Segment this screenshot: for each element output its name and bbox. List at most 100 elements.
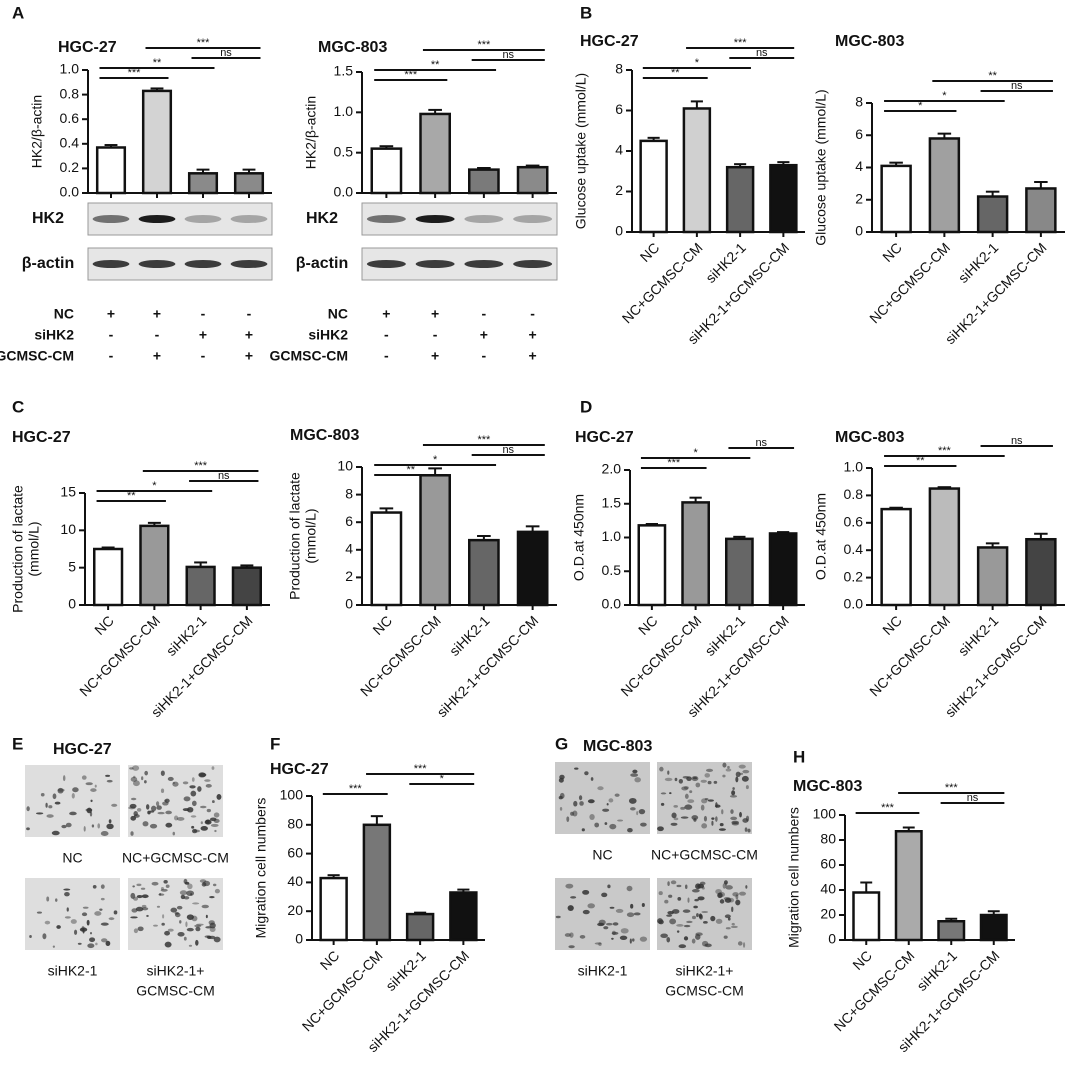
y-tick-label: 1.0	[844, 459, 864, 475]
cell	[584, 771, 589, 776]
bar	[682, 107, 712, 234]
cell	[51, 830, 60, 836]
y-tick-label: 1.0	[334, 103, 354, 119]
cell	[680, 806, 686, 810]
cell	[157, 811, 165, 815]
cell	[559, 806, 563, 811]
cell	[730, 925, 738, 929]
micrograph	[25, 765, 120, 837]
cell	[100, 897, 105, 901]
cell	[170, 907, 178, 913]
cell	[707, 780, 712, 785]
bar	[93, 547, 124, 607]
bar	[468, 538, 500, 607]
cell	[141, 894, 149, 899]
cell	[715, 918, 723, 924]
cell	[603, 926, 609, 930]
blot-band	[92, 215, 130, 223]
cell	[715, 816, 718, 822]
cell	[615, 908, 624, 913]
cell	[582, 909, 590, 915]
cell	[667, 911, 675, 915]
cell	[205, 914, 208, 919]
cell	[72, 787, 79, 793]
panel-label: H	[793, 747, 805, 766]
bar	[516, 530, 549, 607]
cell	[182, 808, 190, 812]
cell	[693, 905, 698, 909]
cell	[54, 801, 61, 805]
cell	[742, 942, 746, 948]
blot-label: HK2	[32, 210, 64, 227]
cell	[579, 934, 586, 939]
y-tick-label: 1.0	[602, 528, 622, 544]
cell	[724, 914, 731, 919]
cell	[164, 930, 170, 936]
cell	[191, 800, 197, 807]
blot-band	[138, 260, 176, 268]
cell	[174, 912, 181, 918]
blot-band	[513, 215, 553, 223]
cell	[156, 805, 162, 810]
cell	[105, 774, 111, 777]
bar	[187, 172, 219, 195]
cell	[90, 788, 97, 792]
bar	[231, 566, 262, 607]
cell	[614, 793, 620, 797]
cell	[65, 822, 72, 828]
cell	[701, 910, 709, 913]
significance-label: ns	[1011, 80, 1023, 92]
y-tick-label: 0	[295, 931, 303, 947]
cell	[682, 909, 691, 913]
cell	[707, 799, 714, 802]
cell	[105, 940, 111, 947]
cell	[136, 883, 142, 887]
significance-label: ns	[756, 47, 768, 59]
cell	[639, 936, 648, 942]
panel-label: C	[12, 397, 24, 416]
cell	[35, 812, 44, 815]
y-tick-label: 8	[345, 485, 353, 501]
cell	[698, 913, 703, 919]
blot-band	[230, 215, 268, 223]
cell	[82, 906, 89, 909]
cell	[667, 881, 670, 886]
cell	[89, 931, 93, 935]
cell	[130, 892, 136, 899]
cell	[211, 766, 215, 770]
cell	[640, 822, 647, 827]
y-tick-label: 80	[287, 816, 303, 832]
cell	[598, 942, 602, 947]
y-tick-label: 0	[855, 223, 863, 239]
cell	[129, 803, 137, 809]
cell	[673, 817, 679, 821]
condition-sign: +	[107, 306, 115, 322]
blot-label: HK2	[306, 210, 338, 227]
cell	[165, 810, 172, 815]
cell	[722, 883, 726, 889]
cell	[64, 916, 71, 919]
cell	[628, 797, 637, 804]
cell	[183, 936, 187, 941]
cell	[664, 777, 673, 782]
condition-sign: +	[480, 327, 488, 343]
x-tick-label: NC+GCMSC-CM	[617, 612, 704, 699]
condition-sign: -	[155, 327, 160, 343]
y-tick-label: 20	[287, 902, 303, 918]
cell	[683, 936, 689, 941]
cell	[164, 941, 172, 948]
significance-label: *	[942, 90, 947, 102]
y-tick-label: 0.2	[60, 159, 80, 175]
cell	[177, 931, 185, 937]
cell	[701, 823, 708, 829]
cell	[130, 776, 138, 782]
y-tick-label: 0.4	[844, 541, 864, 557]
cell	[609, 823, 617, 830]
cell	[64, 892, 70, 897]
cell	[46, 896, 50, 902]
cell	[132, 765, 140, 771]
bar	[405, 912, 435, 942]
cell	[589, 814, 595, 820]
y-tick-label: 2.0	[602, 461, 622, 477]
